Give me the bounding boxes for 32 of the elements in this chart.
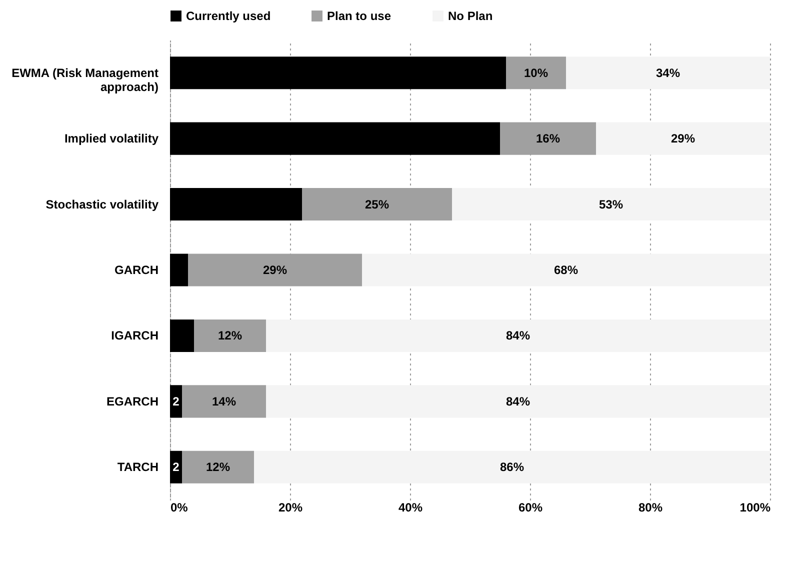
- legend-label: Plan to use: [327, 9, 392, 23]
- data-label: 29%: [262, 263, 288, 277]
- data-label: 14%: [212, 394, 236, 408]
- data-label: 16%: [536, 132, 560, 146]
- data-label: 2: [172, 460, 180, 474]
- data-label: 2: [172, 394, 180, 408]
- x-tick-label: 0%: [170, 500, 188, 514]
- x-tick-label: 40%: [398, 500, 423, 514]
- data-label: 12%: [206, 460, 230, 474]
- data-label: 53%: [598, 197, 624, 212]
- data-label: 12%: [218, 328, 242, 343]
- data-label: 84%: [506, 328, 530, 343]
- x-tick-label: 20%: [278, 500, 303, 514]
- data-label: 84%: [506, 394, 530, 408]
- x-tick-label: 60%: [518, 500, 543, 514]
- data-label: 10%: [524, 66, 548, 80]
- data-label: 34%: [656, 66, 680, 80]
- x-tick-label: 100%: [740, 500, 771, 514]
- data-label: 25%: [364, 197, 390, 212]
- y-tick-label: Stochastic volatility: [46, 197, 159, 212]
- y-tick-label: EGARCH: [106, 394, 158, 408]
- legend-label: No Plan: [448, 9, 493, 23]
- legend-label: Currently used: [186, 9, 271, 23]
- y-tick-label: TARCH: [117, 460, 158, 474]
- y-tick-label: Implied volatility: [64, 132, 159, 146]
- data-label: 29%: [670, 132, 696, 146]
- y-tick-label: IGARCH: [111, 328, 158, 343]
- data-label: 86%: [500, 460, 524, 474]
- x-tick-label: 80%: [638, 500, 663, 514]
- data-label: 68%: [554, 263, 578, 277]
- y-tick-label: EWMA (Risk Management approach): [12, 66, 159, 94]
- y-tick-label: GARCH: [114, 263, 158, 277]
